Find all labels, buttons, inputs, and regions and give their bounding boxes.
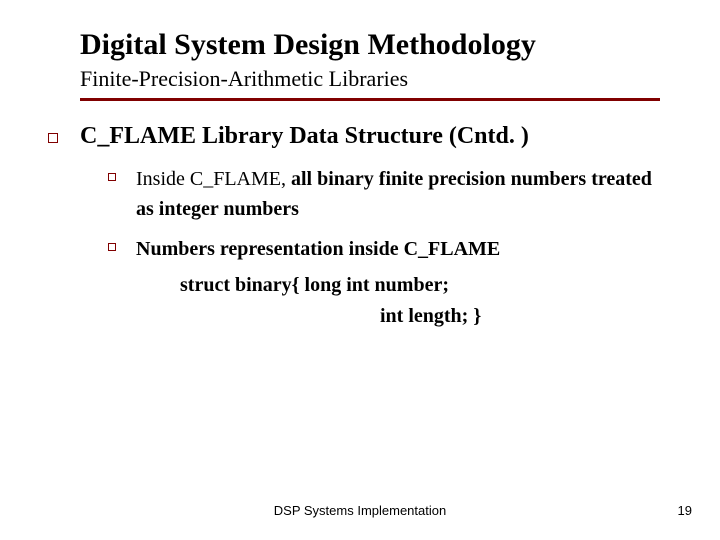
page-number: 19 bbox=[678, 503, 692, 518]
code-line: int length; } bbox=[380, 305, 660, 328]
footer-center-text: DSP Systems Implementation bbox=[274, 503, 446, 518]
code-line: struct binary{ long int number; bbox=[180, 274, 660, 297]
list-item-text: Numbers representation inside C_FLAME bbox=[136, 234, 500, 264]
slide-title: Digital System Design Methodology bbox=[80, 28, 660, 62]
list-item: Inside C_FLAME, all binary finite precis… bbox=[108, 164, 660, 224]
square-bullet-icon bbox=[108, 173, 116, 181]
square-bullet-icon bbox=[48, 133, 58, 143]
item-bold: Numbers representation inside C_FLAME bbox=[136, 238, 500, 260]
section-row: C_FLAME Library Data Structure (Cntd. ) bbox=[80, 123, 660, 164]
item-pre: Inside C_FLAME, bbox=[136, 168, 291, 190]
list-item: Numbers representation inside C_FLAME bbox=[108, 234, 660, 264]
slide-container: Digital System Design Methodology Finite… bbox=[0, 0, 720, 328]
section-heading: C_FLAME Library Data Structure (Cntd. ) bbox=[80, 123, 529, 150]
list-item-text: Inside C_FLAME, all binary finite precis… bbox=[136, 164, 660, 224]
slide-subtitle: Finite-Precision-Arithmetic Libraries bbox=[80, 66, 660, 92]
title-divider bbox=[80, 98, 660, 101]
square-bullet-icon bbox=[108, 243, 116, 251]
